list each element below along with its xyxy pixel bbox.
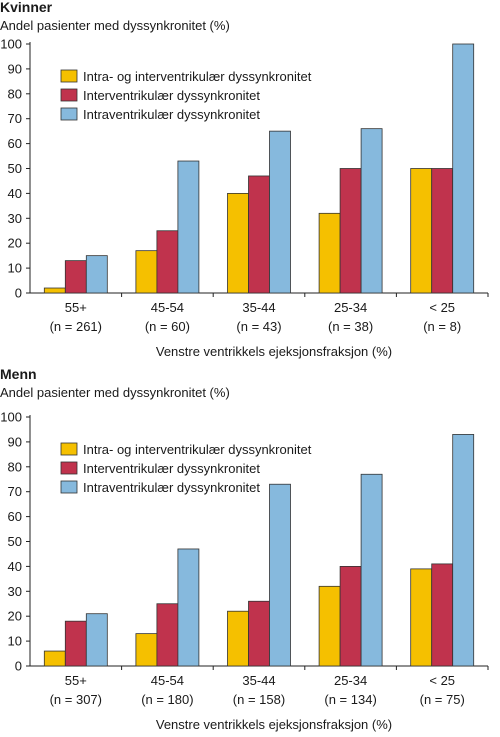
bar [135,250,158,294]
x-tick-label: 35-44 [242,673,275,688]
chart-title: Menn [0,366,37,382]
bar [156,230,179,294]
legend-swatch [60,69,78,83]
y-tick-label: 10 [8,634,22,649]
bar [269,130,291,294]
bar [248,175,270,294]
y-tick-label: 80 [8,86,22,101]
chart-title: Kvinner [0,0,53,15]
bar [269,483,291,667]
x-tick-label: < 25 [429,300,455,315]
legend-label: Intraventrikulær dyssynkronitet [83,480,260,495]
legend-label: Intra- og interventrikulær dyssynkronite… [83,69,312,84]
legend-label: Intraventrikulær dyssynkronitet [83,107,260,122]
y-tick-label: 40 [8,559,22,574]
bar [452,43,475,294]
x-tick-count: (n = 38) [328,319,373,334]
y-tick-label: 70 [8,111,22,126]
bar [177,160,200,294]
bar [410,168,433,294]
x-tick-label: 45-54 [151,673,184,688]
x-tick-label: 55+ [65,673,87,688]
x-tick-count: (n = 43) [236,319,281,334]
x-tick-label: < 25 [429,673,455,688]
bar [248,600,270,667]
y-tick-label: 50 [8,534,22,549]
y-tick-label: 0 [15,659,22,674]
legend-label: Intra- og interventrikulær dyssynkronite… [83,442,312,457]
x-tick-count: (n = 134) [324,692,376,707]
y-tick-label: 10 [8,261,22,276]
x-axis-label: Venstre ventrikkels ejeksjonsfraksjon (%… [156,717,392,732]
y-tick-label: 30 [8,584,22,599]
y-tick-label: 100 [0,37,22,52]
bar [227,610,249,667]
x-tick-count: (n = 261) [50,319,102,334]
legend-swatch [60,88,78,102]
y-axis-label: Andel pasienter med dyssynkronitet (%) [0,18,230,33]
bar [156,603,179,667]
bar [318,585,341,667]
y-tick-label: 70 [8,484,22,499]
bar [318,212,341,294]
bar [43,287,66,294]
bar [227,192,249,294]
y-axis-label: Andel pasienter med dyssynkronitet (%) [0,385,230,400]
bar [360,473,383,667]
y-tick-label: 20 [8,236,22,251]
x-tick-label: 35-44 [242,300,275,315]
y-tick-label: 30 [8,211,22,226]
legend-swatch [60,461,78,475]
bar [85,613,108,667]
bar [339,168,362,294]
bar [135,633,158,667]
x-tick-label: 25-34 [334,673,367,688]
x-tick-count: (n = 307) [50,692,102,707]
bar [64,260,87,294]
bar [64,620,87,667]
bar [85,255,108,294]
legend-swatch [60,442,78,456]
x-tick-label: 55+ [65,300,87,315]
x-tick-label: 45-54 [151,300,184,315]
x-tick-count: (n = 75) [420,692,465,707]
bar [339,566,362,667]
y-tick-label: 80 [8,459,22,474]
y-tick-label: 90 [8,61,22,76]
y-tick-label: 90 [8,434,22,449]
bar [431,168,454,294]
x-axis-label: Venstre ventrikkels ejeksjonsfraksjon (%… [156,344,392,359]
y-tick-label: 20 [8,609,22,624]
legend-swatch [60,480,78,494]
y-tick-label: 50 [8,161,22,176]
bar [431,563,454,667]
bar [452,434,475,667]
bar [360,128,383,294]
bar [410,568,433,667]
legend-label: Interventrikulær dyssynkronitet [83,88,260,103]
y-tick-label: 40 [8,186,22,201]
y-tick-label: 100 [0,410,22,425]
legend-swatch [60,107,78,121]
x-tick-count: (n = 180) [141,692,193,707]
x-tick-label: 25-34 [334,300,367,315]
x-tick-count: (n = 8) [423,319,461,334]
x-tick-count: (n = 158) [233,692,285,707]
x-tick-count: (n = 60) [145,319,190,334]
bar [177,548,200,667]
y-tick-label: 0 [15,286,22,301]
y-tick-label: 60 [8,509,22,524]
legend-label: Interventrikulær dyssynkronitet [83,461,260,476]
y-tick-label: 60 [8,136,22,151]
bar [43,650,66,667]
